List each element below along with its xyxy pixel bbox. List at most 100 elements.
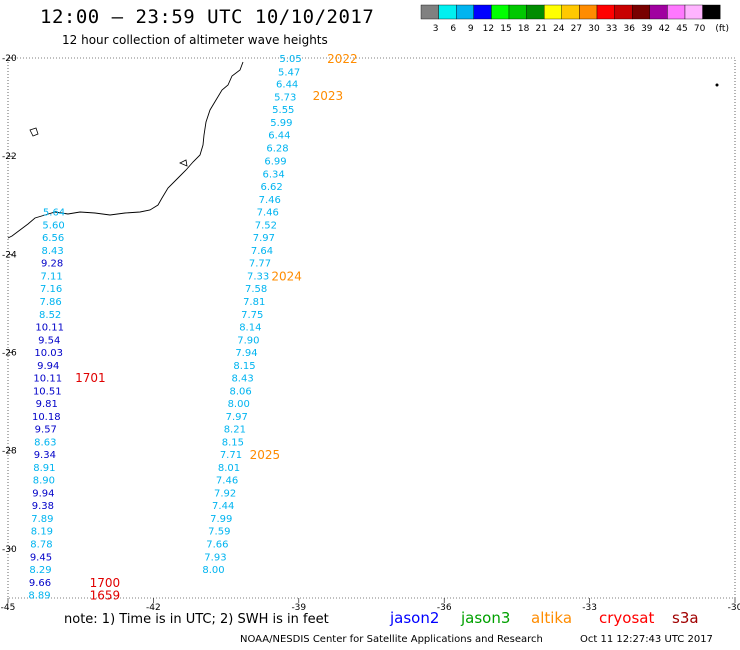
scale-label: 15 bbox=[500, 24, 511, 34]
scale-swatch bbox=[420, 4, 439, 20]
scale-swatch bbox=[649, 4, 668, 20]
wave-height-label: 8.00 bbox=[202, 565, 224, 576]
footnote: note: 1) Time is in UTC; 2) SWH is in fe… bbox=[64, 612, 329, 627]
wave-height-label: 7.75 bbox=[241, 310, 263, 321]
wave-height-label: 6.62 bbox=[261, 182, 283, 193]
wave-height-label: 7.33 bbox=[247, 271, 269, 282]
wave-height-label: 7.94 bbox=[235, 348, 257, 359]
satellite-jason2: jason2 bbox=[390, 609, 440, 627]
lon-label: -45 bbox=[1, 603, 16, 613]
scale-label: 21 bbox=[535, 24, 546, 34]
time-label: 2025 bbox=[250, 448, 281, 462]
wave-height-label: 7.97 bbox=[253, 233, 275, 244]
wave-height-label: 8.01 bbox=[218, 463, 240, 474]
wave-height-label: 7.64 bbox=[251, 246, 273, 257]
lon-label: -42 bbox=[146, 603, 161, 613]
satellite-s3a: s3a bbox=[672, 609, 699, 627]
scale-swatch bbox=[526, 4, 545, 20]
scale-label: 45 bbox=[676, 24, 687, 34]
time-label: 2024 bbox=[271, 269, 302, 283]
credit-text: NOAA/NESDIS Center for Satellite Applica… bbox=[240, 634, 543, 645]
wave-height-label: 7.92 bbox=[214, 488, 236, 499]
wave-height-label: 9.57 bbox=[35, 425, 57, 436]
wave-height-label: 7.58 bbox=[245, 284, 267, 295]
wave-height-label: 5.73 bbox=[274, 92, 296, 103]
wave-height-label: 7.66 bbox=[206, 540, 228, 551]
wave-height-label: 7.86 bbox=[40, 297, 62, 308]
coast-line bbox=[7, 61, 244, 239]
wave-height-label: 10.03 bbox=[34, 348, 63, 359]
timestamp-text: Oct 11 12:27:43 UTC 2017 bbox=[580, 634, 713, 645]
wave-height-label: 7.52 bbox=[255, 220, 277, 231]
wave-height-label: 6.99 bbox=[264, 157, 286, 168]
wave-height-label: 9.38 bbox=[32, 501, 54, 512]
wave-height-label: 9.54 bbox=[38, 335, 60, 346]
wave-height-label: 8.91 bbox=[33, 463, 55, 474]
wave-height-label: 8.52 bbox=[39, 310, 61, 321]
satellite-altika: altika bbox=[531, 609, 573, 627]
scale-label: 36 bbox=[623, 24, 635, 34]
wave-height-label: 8.06 bbox=[230, 386, 252, 397]
wave-height-label: 9.34 bbox=[34, 450, 56, 461]
lat-label: -28 bbox=[2, 447, 17, 457]
page-subtitle: 12 hour collection of altimeter wave hei… bbox=[62, 33, 328, 47]
lat-label: -22 bbox=[2, 152, 17, 162]
wave-height-label: 8.15 bbox=[233, 361, 255, 372]
wave-height-label: 10.51 bbox=[33, 386, 62, 397]
wave-height-label: 9.94 bbox=[37, 361, 59, 372]
scale-label: 24 bbox=[553, 24, 565, 34]
wave-height-label: 7.93 bbox=[204, 552, 226, 563]
wave-height-label: 6.34 bbox=[262, 169, 284, 180]
scale-label: (ft) bbox=[715, 24, 729, 34]
color-scale-legend: 3 6 9 12 15 18 21 24 27 30 33 36 39 42 45 70 (ft) bbox=[420, 4, 729, 34]
scale-swatch bbox=[579, 4, 598, 20]
scale-label: 6 bbox=[450, 24, 456, 34]
wave-height-label: 7.71 bbox=[220, 450, 242, 461]
lat-label: -20 bbox=[2, 54, 17, 64]
wave-height-label: 5.05 bbox=[279, 54, 301, 65]
wave-height-label: 5.99 bbox=[270, 118, 292, 129]
scale-swatch bbox=[596, 4, 615, 20]
wave-height-label: 5.47 bbox=[278, 67, 300, 78]
wave-height-label: 7.89 bbox=[31, 514, 53, 525]
wave-height-label: 7.11 bbox=[40, 271, 62, 282]
wave-height-label: 6.28 bbox=[266, 143, 288, 154]
wave-height-label: 8.00 bbox=[228, 399, 250, 410]
scale-label: 9 bbox=[468, 24, 474, 34]
lon-label: -36 bbox=[437, 603, 452, 613]
wave-height-label: 10.18 bbox=[32, 412, 61, 423]
time-label: 2022 bbox=[327, 52, 358, 66]
wave-height-label: 9.81 bbox=[36, 399, 58, 410]
wave-height-label: 9.28 bbox=[41, 259, 63, 270]
scale-swatch bbox=[702, 4, 721, 20]
wave-height-label: 8.89 bbox=[28, 591, 50, 602]
lon-label: -33 bbox=[582, 603, 597, 613]
wave-height-label: 8.29 bbox=[29, 565, 51, 576]
wave-height-label: 7.16 bbox=[40, 284, 62, 295]
lon-label: -39 bbox=[291, 603, 306, 613]
wave-height-label: 10.11 bbox=[33, 374, 62, 385]
lat-label: -26 bbox=[2, 349, 17, 359]
wave-height-label: 8.43 bbox=[41, 246, 63, 257]
wave-height-label: 7.97 bbox=[226, 412, 248, 423]
scale-swatch bbox=[491, 4, 510, 20]
wave-height-label: 6.44 bbox=[268, 131, 290, 142]
scale-label: 18 bbox=[518, 24, 530, 34]
wave-height-label: 7.46 bbox=[259, 195, 281, 206]
scale-swatch bbox=[684, 4, 703, 20]
island bbox=[179, 159, 188, 167]
lat-label: -24 bbox=[2, 250, 17, 260]
scale-swatch bbox=[544, 4, 563, 20]
page-title: 12:00 – 23:59 UTC 10/10/2017 bbox=[40, 6, 375, 28]
wave-height-label: 9.45 bbox=[30, 552, 52, 563]
island bbox=[29, 127, 39, 137]
wave-height-label: 10.11 bbox=[35, 323, 64, 334]
wave-height-label: 6.56 bbox=[42, 233, 64, 244]
scale-label: 33 bbox=[606, 24, 617, 34]
lat-label: -30 bbox=[2, 545, 17, 555]
wave-height-label: 7.99 bbox=[210, 514, 232, 525]
time-label: 2023 bbox=[313, 89, 344, 103]
scale-swatch bbox=[632, 4, 651, 20]
wave-height-label: 7.81 bbox=[243, 297, 265, 308]
